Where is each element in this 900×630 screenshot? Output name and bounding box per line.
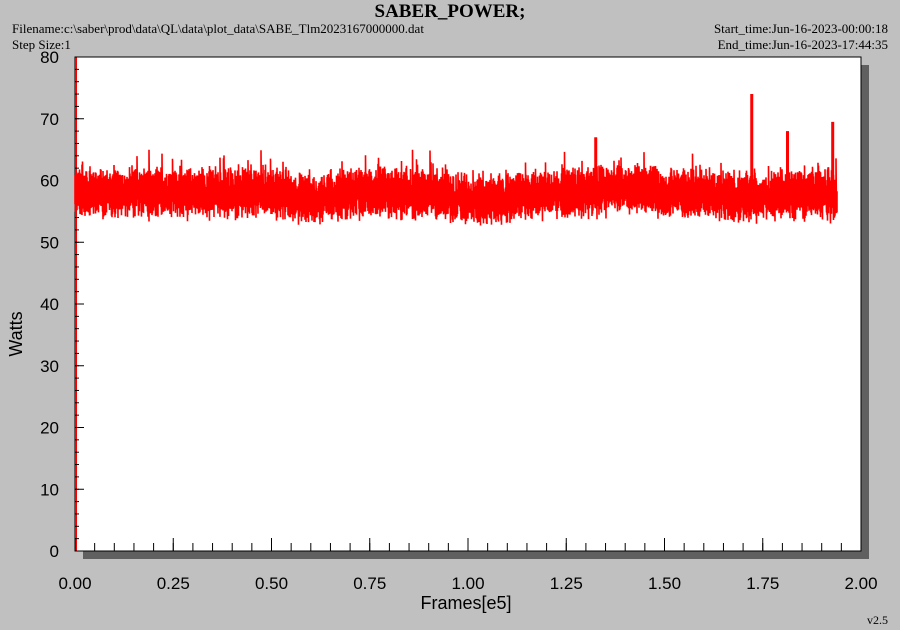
x-tick-label: 1.00 [451, 574, 484, 593]
version-label: v2.5 [867, 613, 888, 627]
y-axis-title: Watts [6, 311, 26, 356]
y-tick-label: 40 [40, 295, 59, 314]
x-tick-label: 1.50 [648, 574, 681, 593]
plot-area [74, 56, 862, 552]
x-tick-label: 2.00 [844, 574, 877, 593]
x-tick-label: 1.75 [746, 574, 779, 593]
x-axis-title: Frames[e5] [420, 593, 511, 613]
x-tick-label: 0.00 [58, 574, 91, 593]
x-tick-label: 0.25 [157, 574, 190, 593]
y-tick-label: 10 [40, 480, 59, 499]
end-time-label: End_time:Jun-16-2023-17:44:35 [717, 37, 888, 52]
y-tick-label: 80 [40, 48, 59, 67]
filename-label: Filename:c:\saber\prod\data\QL\data\plot… [12, 21, 424, 36]
y-tick-label: 50 [40, 233, 59, 252]
y-tick-label: 30 [40, 357, 59, 376]
y-tick-label: 20 [40, 419, 59, 438]
chart-title: SABER_POWER; [374, 1, 526, 22]
x-tick-label: 1.25 [550, 574, 583, 593]
step-size-label: Step Size:1 [12, 37, 71, 52]
x-tick-label: 0.75 [353, 574, 386, 593]
y-tick-label: 70 [40, 110, 59, 129]
series-line [74, 149, 838, 226]
x-tick-label: 0.50 [255, 574, 288, 593]
start-time-label: Start_time:Jun-16-2023-00:00:18 [713, 21, 888, 36]
y-tick-label: 60 [40, 172, 59, 191]
y-tick-label: 0 [50, 542, 59, 561]
